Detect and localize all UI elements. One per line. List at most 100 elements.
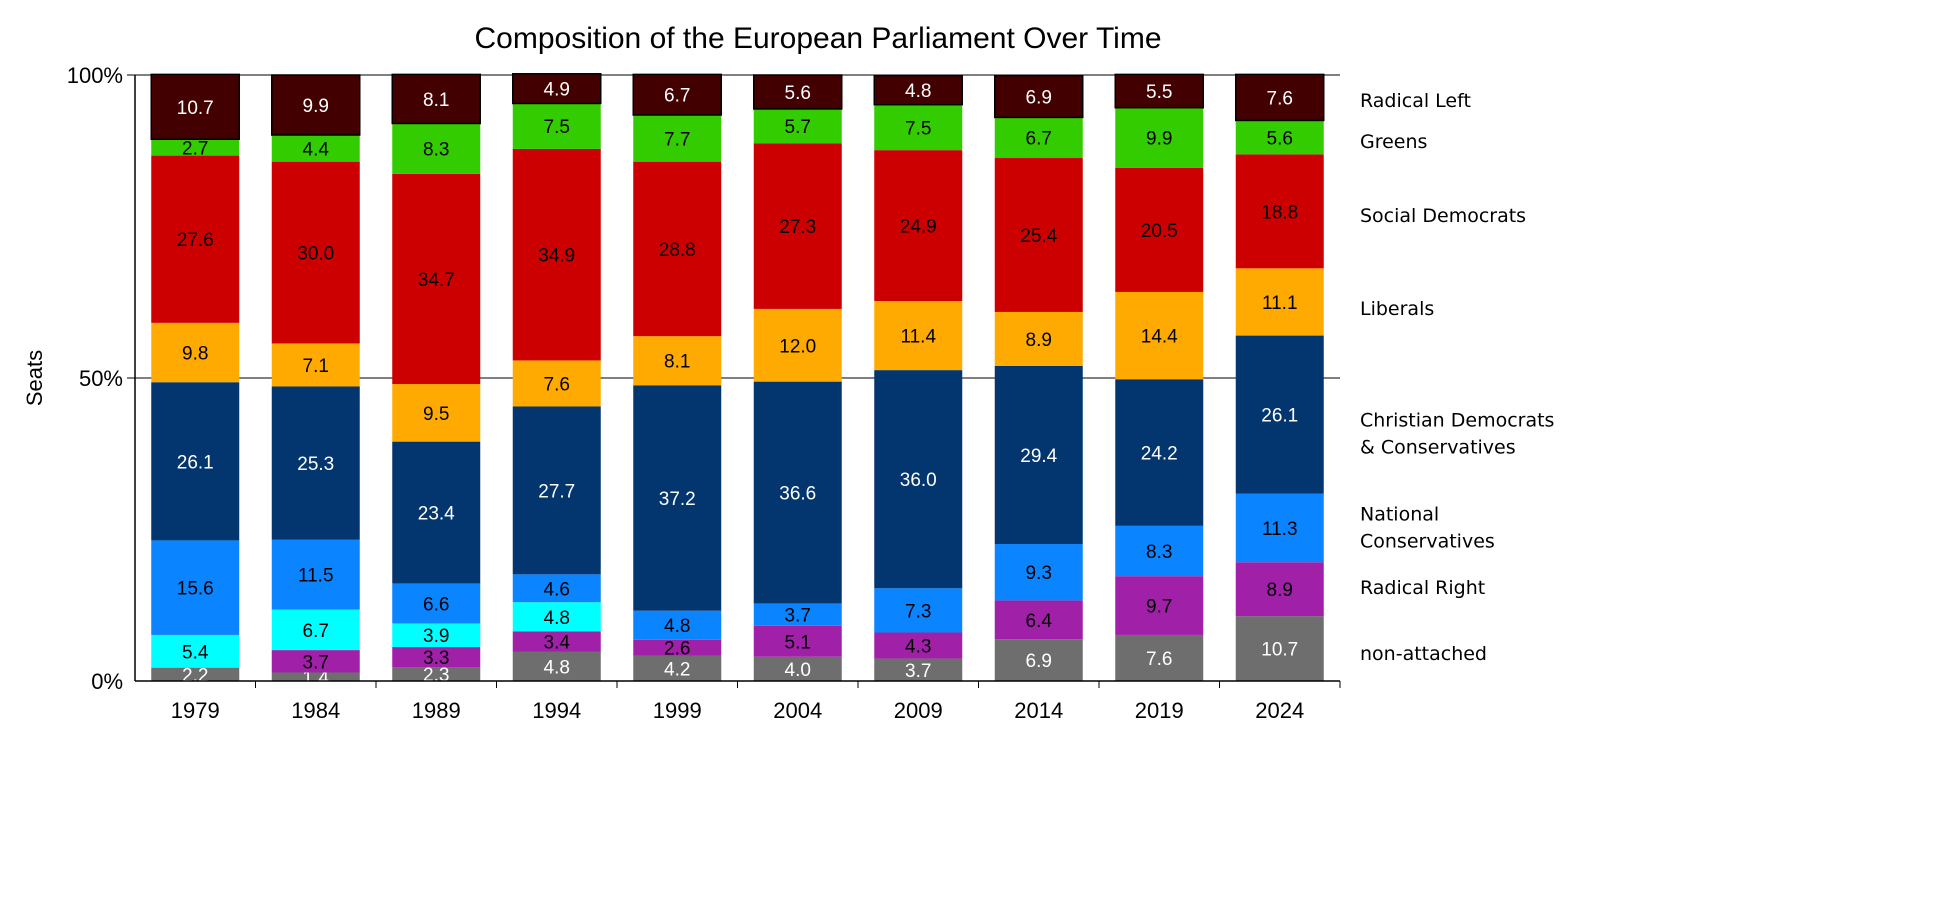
data-label: 9.3 [1026,563,1052,584]
data-label: 3.4 [544,633,571,654]
data-label: 12.0 [779,336,816,357]
bar-segment [512,631,601,652]
bar-segment [994,158,1083,312]
data-label: 7.5 [905,118,931,139]
data-label: 1.4 [303,668,330,689]
data-label: 9.7 [1146,597,1172,618]
data-label: 27.6 [177,230,214,251]
data-label: 10.7 [177,98,214,119]
data-label: 4.8 [664,616,690,637]
data-label: 4.2 [664,659,690,680]
legend: non-attached Radical Right National Conserv… [1360,90,1554,665]
bar-segment [1235,268,1324,336]
data-label: 9.8 [182,344,208,365]
data-label: 5.4 [182,642,209,663]
data-label: 8.9 [1026,330,1052,351]
bar-segment [512,602,601,632]
data-label: 4.8 [544,657,570,678]
legend-entry: Liberals [1360,298,1434,320]
bar-segment [1235,335,1324,494]
data-label: 6.7 [664,86,690,107]
bar-segment [1115,576,1204,635]
data-label: 27.3 [779,217,816,238]
bar-segment [392,384,481,442]
y-axis-label: Seats [22,350,47,406]
legend-entry: Radical Left [1360,90,1471,112]
bar-segment [271,134,360,162]
data-label: 5.6 [1267,128,1293,149]
bar-segment [753,381,842,604]
data-label: 15.6 [177,579,214,600]
data-label: 9.5 [423,404,449,425]
axes: 0% 50% 100% 1979 1984 1989 1994 1999 2004 2009 201… [67,63,1341,723]
data-label: 3.7 [905,661,931,682]
bar-segment [512,360,601,407]
bar-segment [1235,154,1324,269]
legend-entry: Christian Democrats & Conservatives [1360,410,1554,459]
bar-segment [392,173,481,385]
bar-segment [271,386,360,540]
bar-segment [512,406,601,575]
data-label: 4.3 [905,637,931,658]
bar-segment [633,385,722,611]
data-label: 6.6 [423,594,449,615]
bar-segment [873,74,963,106]
data-label: 14.4 [1141,327,1178,348]
bar-segment [1115,167,1204,292]
y-tick-label: 100% [67,63,123,88]
legend-entry: Social Democrats [1360,205,1526,227]
bar-segment [632,73,722,116]
data-label: 4.8 [544,608,570,629]
bar-segment [633,161,722,337]
legend-entry: Greens [1360,131,1427,153]
bar-segment [994,74,1084,119]
bar-segment [151,667,240,681]
bar-segment [151,139,240,156]
bar-segment [151,634,240,668]
bar-segment [512,103,601,149]
bar-segment [753,74,843,110]
data-label: 3.7 [785,606,811,627]
data-label: 8.3 [1146,542,1172,563]
data-label: 11.5 [298,566,334,587]
bar-segment [874,104,963,151]
bar-segment [874,301,963,371]
data-label: 2.6 [664,639,690,660]
data-label: 20.5 [1141,221,1178,242]
bar-segment [271,609,360,651]
bar-segment [1115,379,1204,526]
data-label: 4.9 [544,80,570,101]
bar-segment [1115,291,1204,380]
data-label: 8.1 [423,90,449,111]
bar-segment [271,161,360,344]
bar-segment [271,672,360,681]
data-label: 7.3 [905,601,931,622]
bar-segment [1235,616,1324,681]
x-tick-label: 1994 [532,698,581,723]
bars: 2.25.415.626.19.827.62.710.71.43.76.711.… [150,73,1325,689]
data-label: 7.6 [544,374,570,395]
bar-segment [994,365,1083,545]
x-tick-label: 2004 [773,698,822,723]
bar-segment [874,658,963,681]
bar-segment [633,655,722,681]
data-label: 4.6 [544,579,570,600]
data-label: 11.4 [900,327,936,348]
bar-segment [1115,525,1204,577]
data-label: 7.1 [303,356,329,377]
data-label: 26.1 [177,452,214,473]
bar-segment [633,639,722,656]
bar-segment [392,441,481,584]
data-label: 4.4 [303,139,330,160]
data-label: 24.2 [1141,444,1178,465]
bar-segment [874,632,963,659]
x-tick-label: 1979 [171,698,220,723]
data-label: 2.7 [182,138,208,159]
bar-segment [994,544,1083,601]
data-label: 4.0 [785,660,811,681]
data-label: 23.4 [418,504,455,525]
bar-segment [392,123,481,174]
data-label: 11.3 [1262,519,1298,540]
bar-segment [271,539,360,610]
data-label: 7.5 [544,117,570,138]
